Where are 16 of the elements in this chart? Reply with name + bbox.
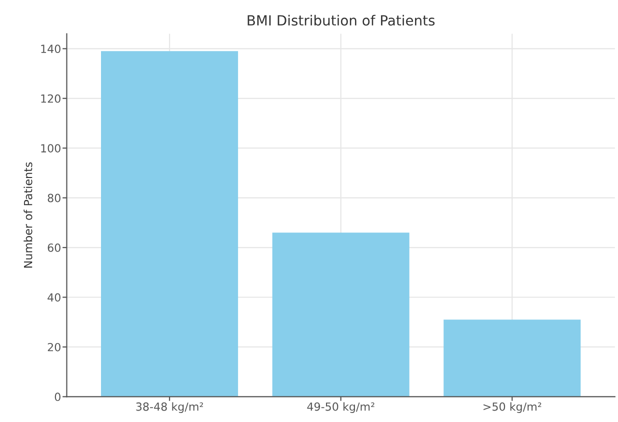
y-tick-label: 100 [41, 144, 60, 152]
bar [444, 320, 581, 397]
bar [272, 232, 410, 397]
y-tick-label: 80 [48, 194, 60, 202]
y-tick-label: 40 [48, 293, 60, 302]
y-tick-label: 60 [48, 244, 60, 252]
x-tick-label: 38-48 kg/m² [136, 402, 203, 413]
y-tick-label: 20 [48, 342, 60, 352]
y-axis-title: Number of Patients [24, 162, 32, 268]
x-tick-label: >50 kg/m² [484, 402, 542, 413]
y-tick-label: 140 [41, 44, 60, 54]
y-tick-label: 0 [54, 392, 60, 402]
chart-title: BMI Distribution of Patients [248, 14, 435, 26]
x-tick-label: 49-50 kg/m² [307, 402, 374, 413]
bar [101, 51, 238, 397]
y-tick-label: 120 [41, 94, 60, 103]
